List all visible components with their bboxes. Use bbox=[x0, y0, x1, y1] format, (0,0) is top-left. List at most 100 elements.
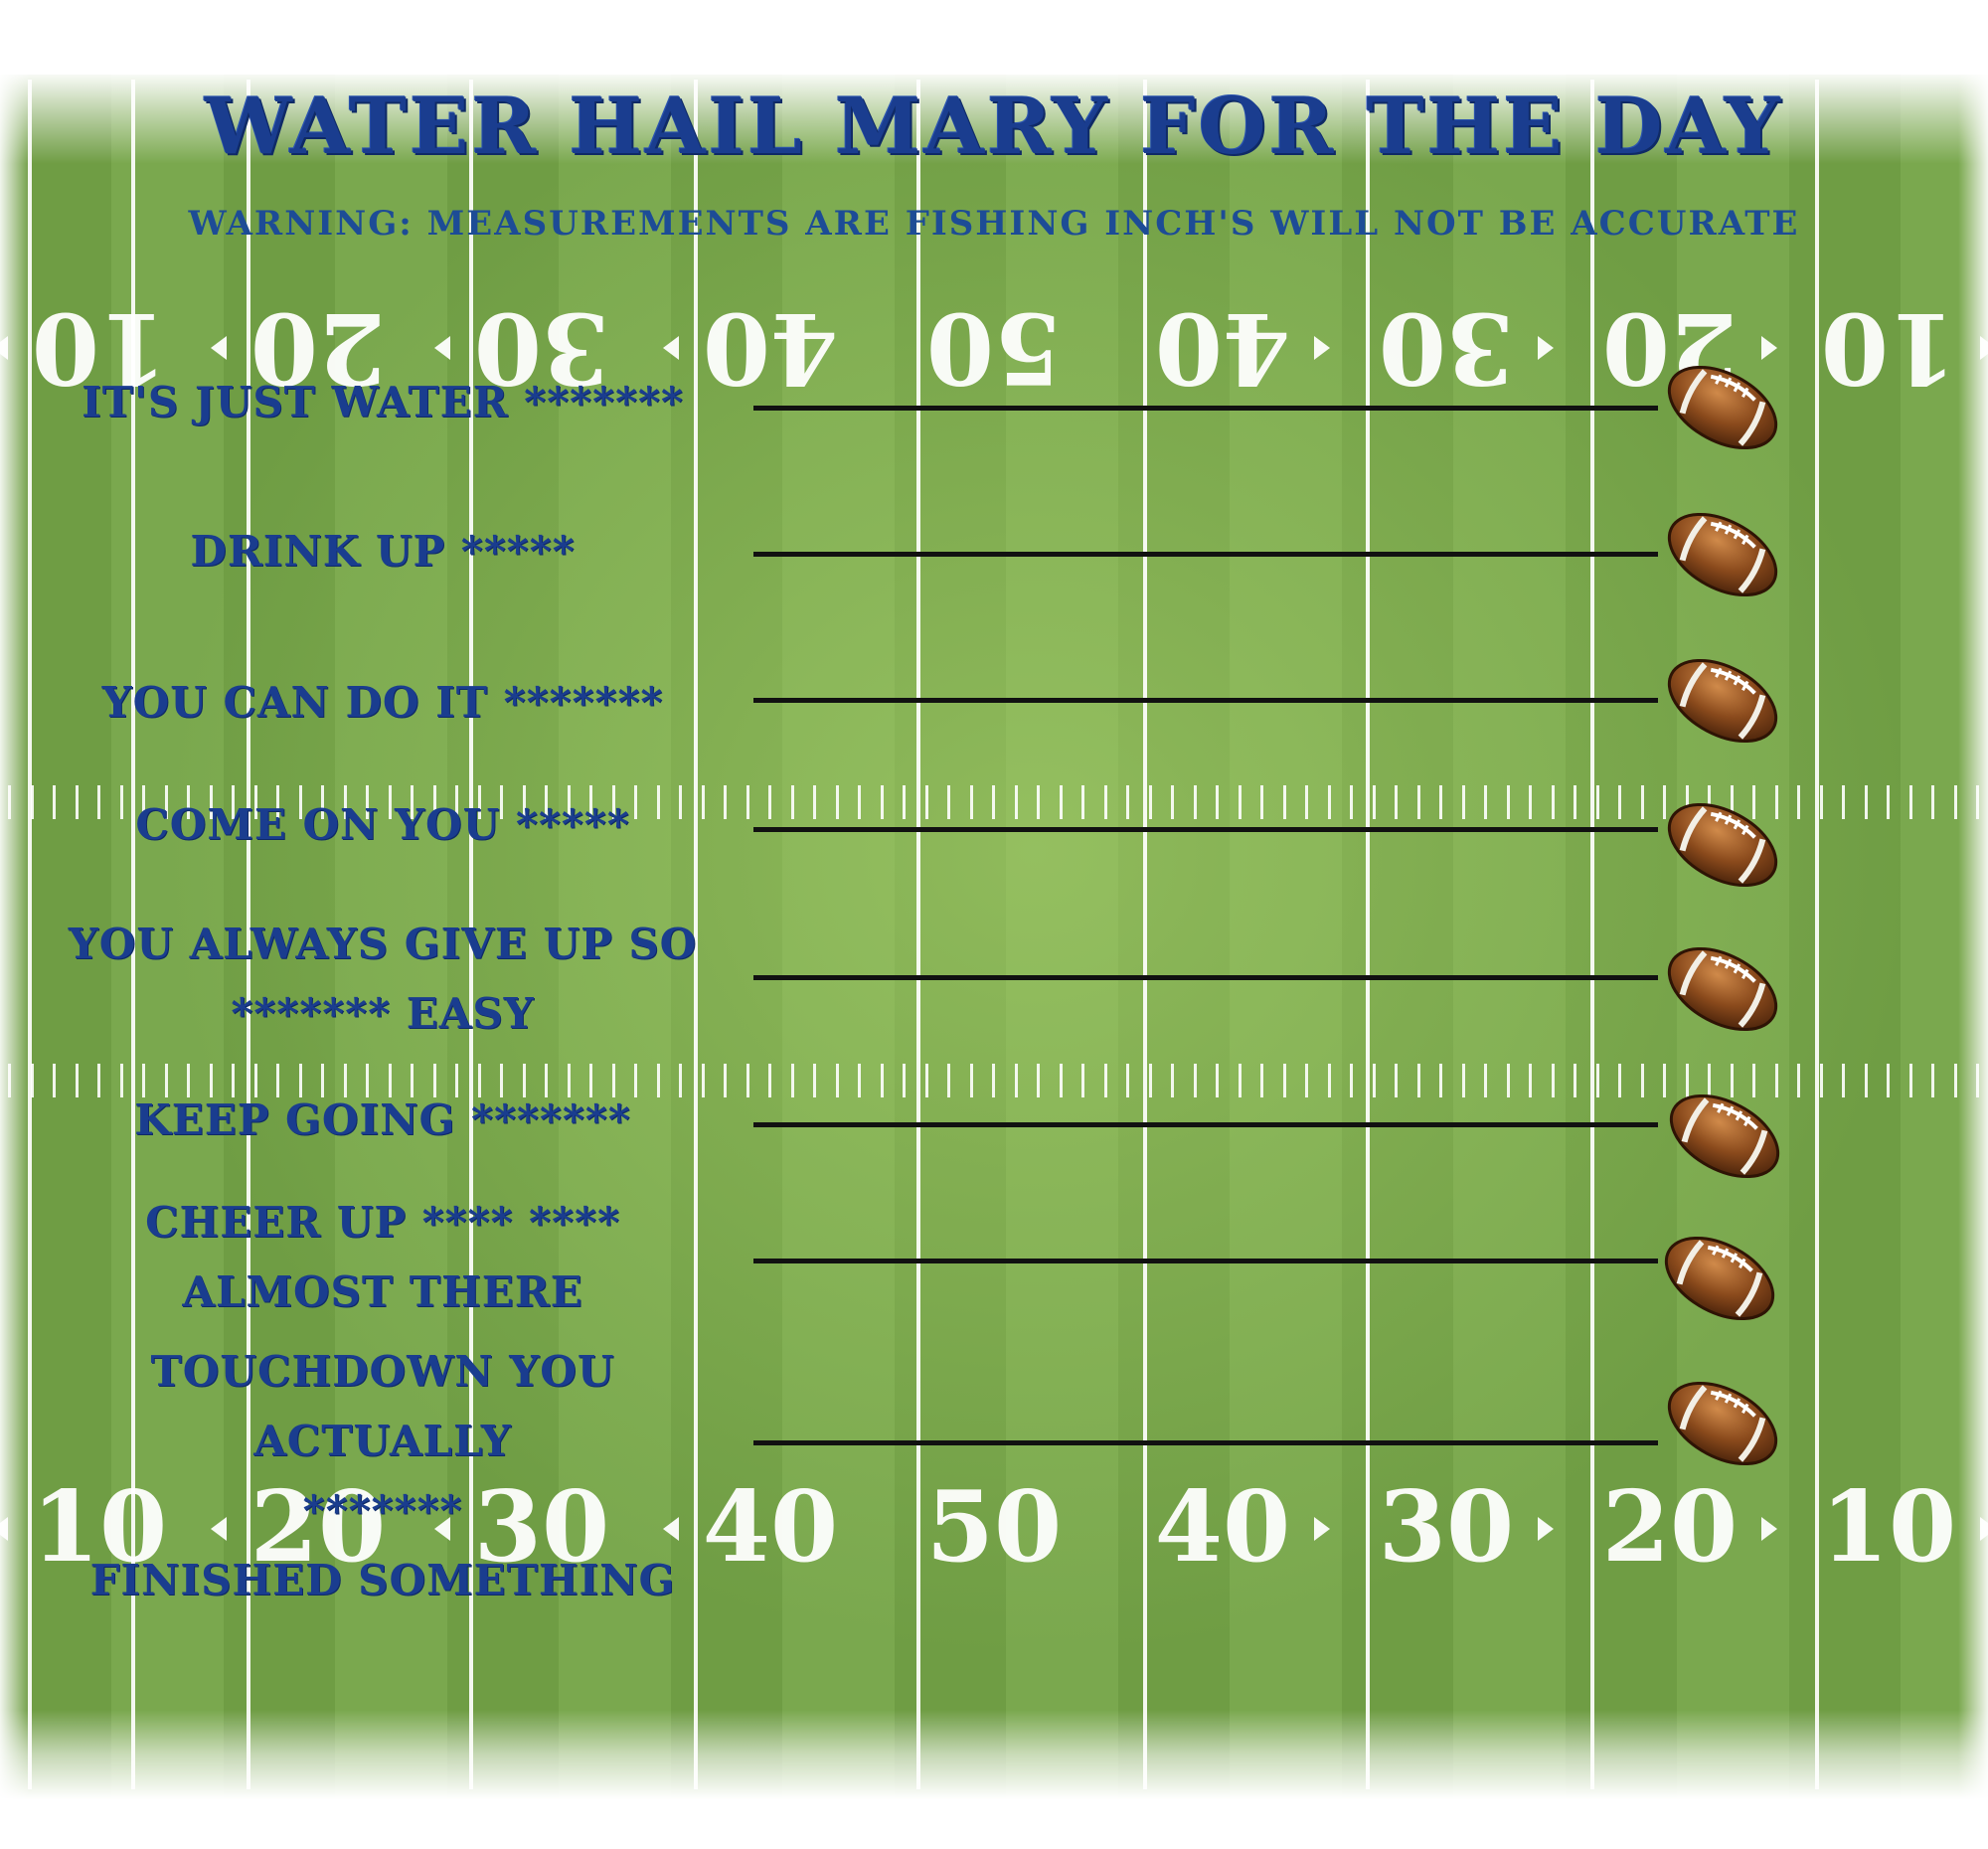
hash-mark bbox=[925, 1064, 928, 1097]
hash-mark bbox=[1618, 785, 1621, 819]
hash-mark bbox=[589, 785, 592, 819]
hash-mark bbox=[455, 785, 458, 819]
hash-mark bbox=[1216, 1064, 1219, 1097]
hash-mark bbox=[1865, 785, 1868, 819]
tracker-row-line bbox=[753, 1259, 1658, 1263]
hash-mark bbox=[1529, 785, 1532, 819]
tracker-row-label-line: COME ON YOU ***** bbox=[135, 800, 630, 849]
hash-mark bbox=[321, 1064, 324, 1097]
hash-mark bbox=[1417, 1064, 1420, 1097]
hash-mark bbox=[53, 1064, 56, 1097]
direction-arrow-icon bbox=[1314, 1517, 1330, 1541]
tracker-row-line bbox=[753, 1440, 1658, 1445]
hash-mark bbox=[858, 785, 861, 819]
hash-mark bbox=[1842, 785, 1845, 819]
hash-mark bbox=[500, 1064, 503, 1097]
yard-line bbox=[247, 80, 250, 1789]
hash-mark bbox=[1328, 1064, 1331, 1097]
tracker-row-label-line: FINISHED SOMETHING bbox=[89, 1556, 676, 1604]
tracker-row-line bbox=[753, 406, 1658, 411]
hash-mark bbox=[768, 785, 771, 819]
hash-mark bbox=[679, 785, 682, 819]
hash-mark bbox=[97, 1064, 100, 1097]
football-icon bbox=[1667, 1381, 1778, 1466]
direction-arrow-icon bbox=[434, 336, 450, 360]
tracker-row-label-line: YOU CAN DO IT ******* bbox=[101, 678, 664, 727]
football-icon bbox=[1667, 946, 1778, 1032]
bottom-yard-number: 10 bbox=[31, 1470, 168, 1585]
hash-mark bbox=[142, 1064, 145, 1097]
hash-mark bbox=[1909, 1064, 1912, 1097]
tracker-row-label-line: ALMOST THERE bbox=[182, 1267, 583, 1316]
hash-mark bbox=[1439, 785, 1442, 819]
hash-mark bbox=[1037, 1064, 1040, 1097]
hash-mark bbox=[1081, 785, 1084, 819]
hash-mark bbox=[1708, 1064, 1711, 1097]
page-title: WATER HAIL MARY FOR THE DAY bbox=[205, 82, 1783, 172]
hash-mark bbox=[187, 1064, 190, 1097]
hash-mark bbox=[568, 785, 571, 819]
hash-mark bbox=[1552, 1064, 1555, 1097]
hash-mark bbox=[1395, 785, 1398, 819]
hash-mark bbox=[1373, 1064, 1376, 1097]
hash-mark bbox=[411, 785, 414, 819]
hash-mark bbox=[568, 1064, 571, 1097]
football-icon bbox=[1667, 512, 1778, 597]
hash-mark bbox=[210, 1064, 213, 1097]
direction-arrow-icon bbox=[1761, 336, 1777, 360]
hash-mark bbox=[76, 1064, 79, 1097]
direction-arrow-icon bbox=[211, 336, 227, 360]
hash-mark bbox=[210, 785, 213, 819]
hash-mark bbox=[389, 1064, 392, 1097]
hash-mark bbox=[76, 785, 79, 819]
hash-mark bbox=[1395, 1064, 1398, 1097]
hash-mark bbox=[1507, 1064, 1510, 1097]
tracker-row-label-line: CHEER UP **** **** bbox=[145, 1198, 620, 1247]
hash-mark bbox=[276, 785, 279, 819]
hash-mark bbox=[1171, 785, 1174, 819]
hash-mark bbox=[455, 1064, 458, 1097]
hash-mark bbox=[1663, 785, 1666, 819]
hash-mark bbox=[232, 785, 235, 819]
hash-mark bbox=[478, 785, 481, 819]
tracker-row-label-line: ******* EASY bbox=[231, 989, 535, 1038]
hash-mark bbox=[1820, 1064, 1823, 1097]
yard-line bbox=[1366, 80, 1370, 1789]
tracker-row-label-line: IT'S JUST WATER ******* bbox=[82, 378, 684, 426]
hash-mark bbox=[1104, 1064, 1107, 1097]
field-top-edge bbox=[0, 75, 1988, 164]
hash-mark bbox=[523, 1064, 526, 1097]
hash-mark bbox=[1171, 1064, 1174, 1097]
hash-mark bbox=[254, 785, 257, 819]
hash-mark bbox=[1260, 1064, 1263, 1097]
hash-mark bbox=[1574, 1064, 1576, 1097]
tracker-row-line bbox=[753, 1122, 1658, 1127]
bottom-yard-number: 20 bbox=[1601, 1470, 1739, 1585]
hash-mark bbox=[1842, 1064, 1845, 1097]
hash-mark bbox=[1686, 785, 1689, 819]
hash-mark bbox=[1149, 785, 1152, 819]
yard-line bbox=[1143, 80, 1147, 1789]
hash-mark bbox=[702, 1064, 705, 1097]
hash-mark bbox=[53, 785, 56, 819]
hash-mark bbox=[836, 785, 839, 819]
top-yard-number: 40 bbox=[1154, 290, 1291, 405]
hash-mark bbox=[1954, 1064, 1957, 1097]
hash-mark bbox=[389, 785, 392, 819]
yard-line bbox=[1815, 80, 1819, 1789]
tracker-row-label-line: DRINK UP ***** bbox=[190, 527, 576, 576]
hash-mark bbox=[97, 785, 100, 819]
hash-mark bbox=[433, 1064, 436, 1097]
bottom-yard-number: 40 bbox=[1154, 1470, 1291, 1585]
hash-mark bbox=[813, 1064, 816, 1097]
hash-mark bbox=[903, 1064, 906, 1097]
yard-line bbox=[1590, 80, 1594, 1789]
hash-mark bbox=[702, 785, 705, 819]
field-right-edge bbox=[1958, 75, 1988, 1799]
hash-mark bbox=[970, 1064, 973, 1097]
hash-mark bbox=[679, 1064, 682, 1097]
hash-mark bbox=[1641, 1064, 1644, 1097]
hash-mark bbox=[120, 785, 123, 819]
tracker-row-label: YOU ALWAYS GIVE UP SO ******* EASY bbox=[30, 910, 736, 1049]
hash-mark bbox=[1865, 1064, 1868, 1097]
